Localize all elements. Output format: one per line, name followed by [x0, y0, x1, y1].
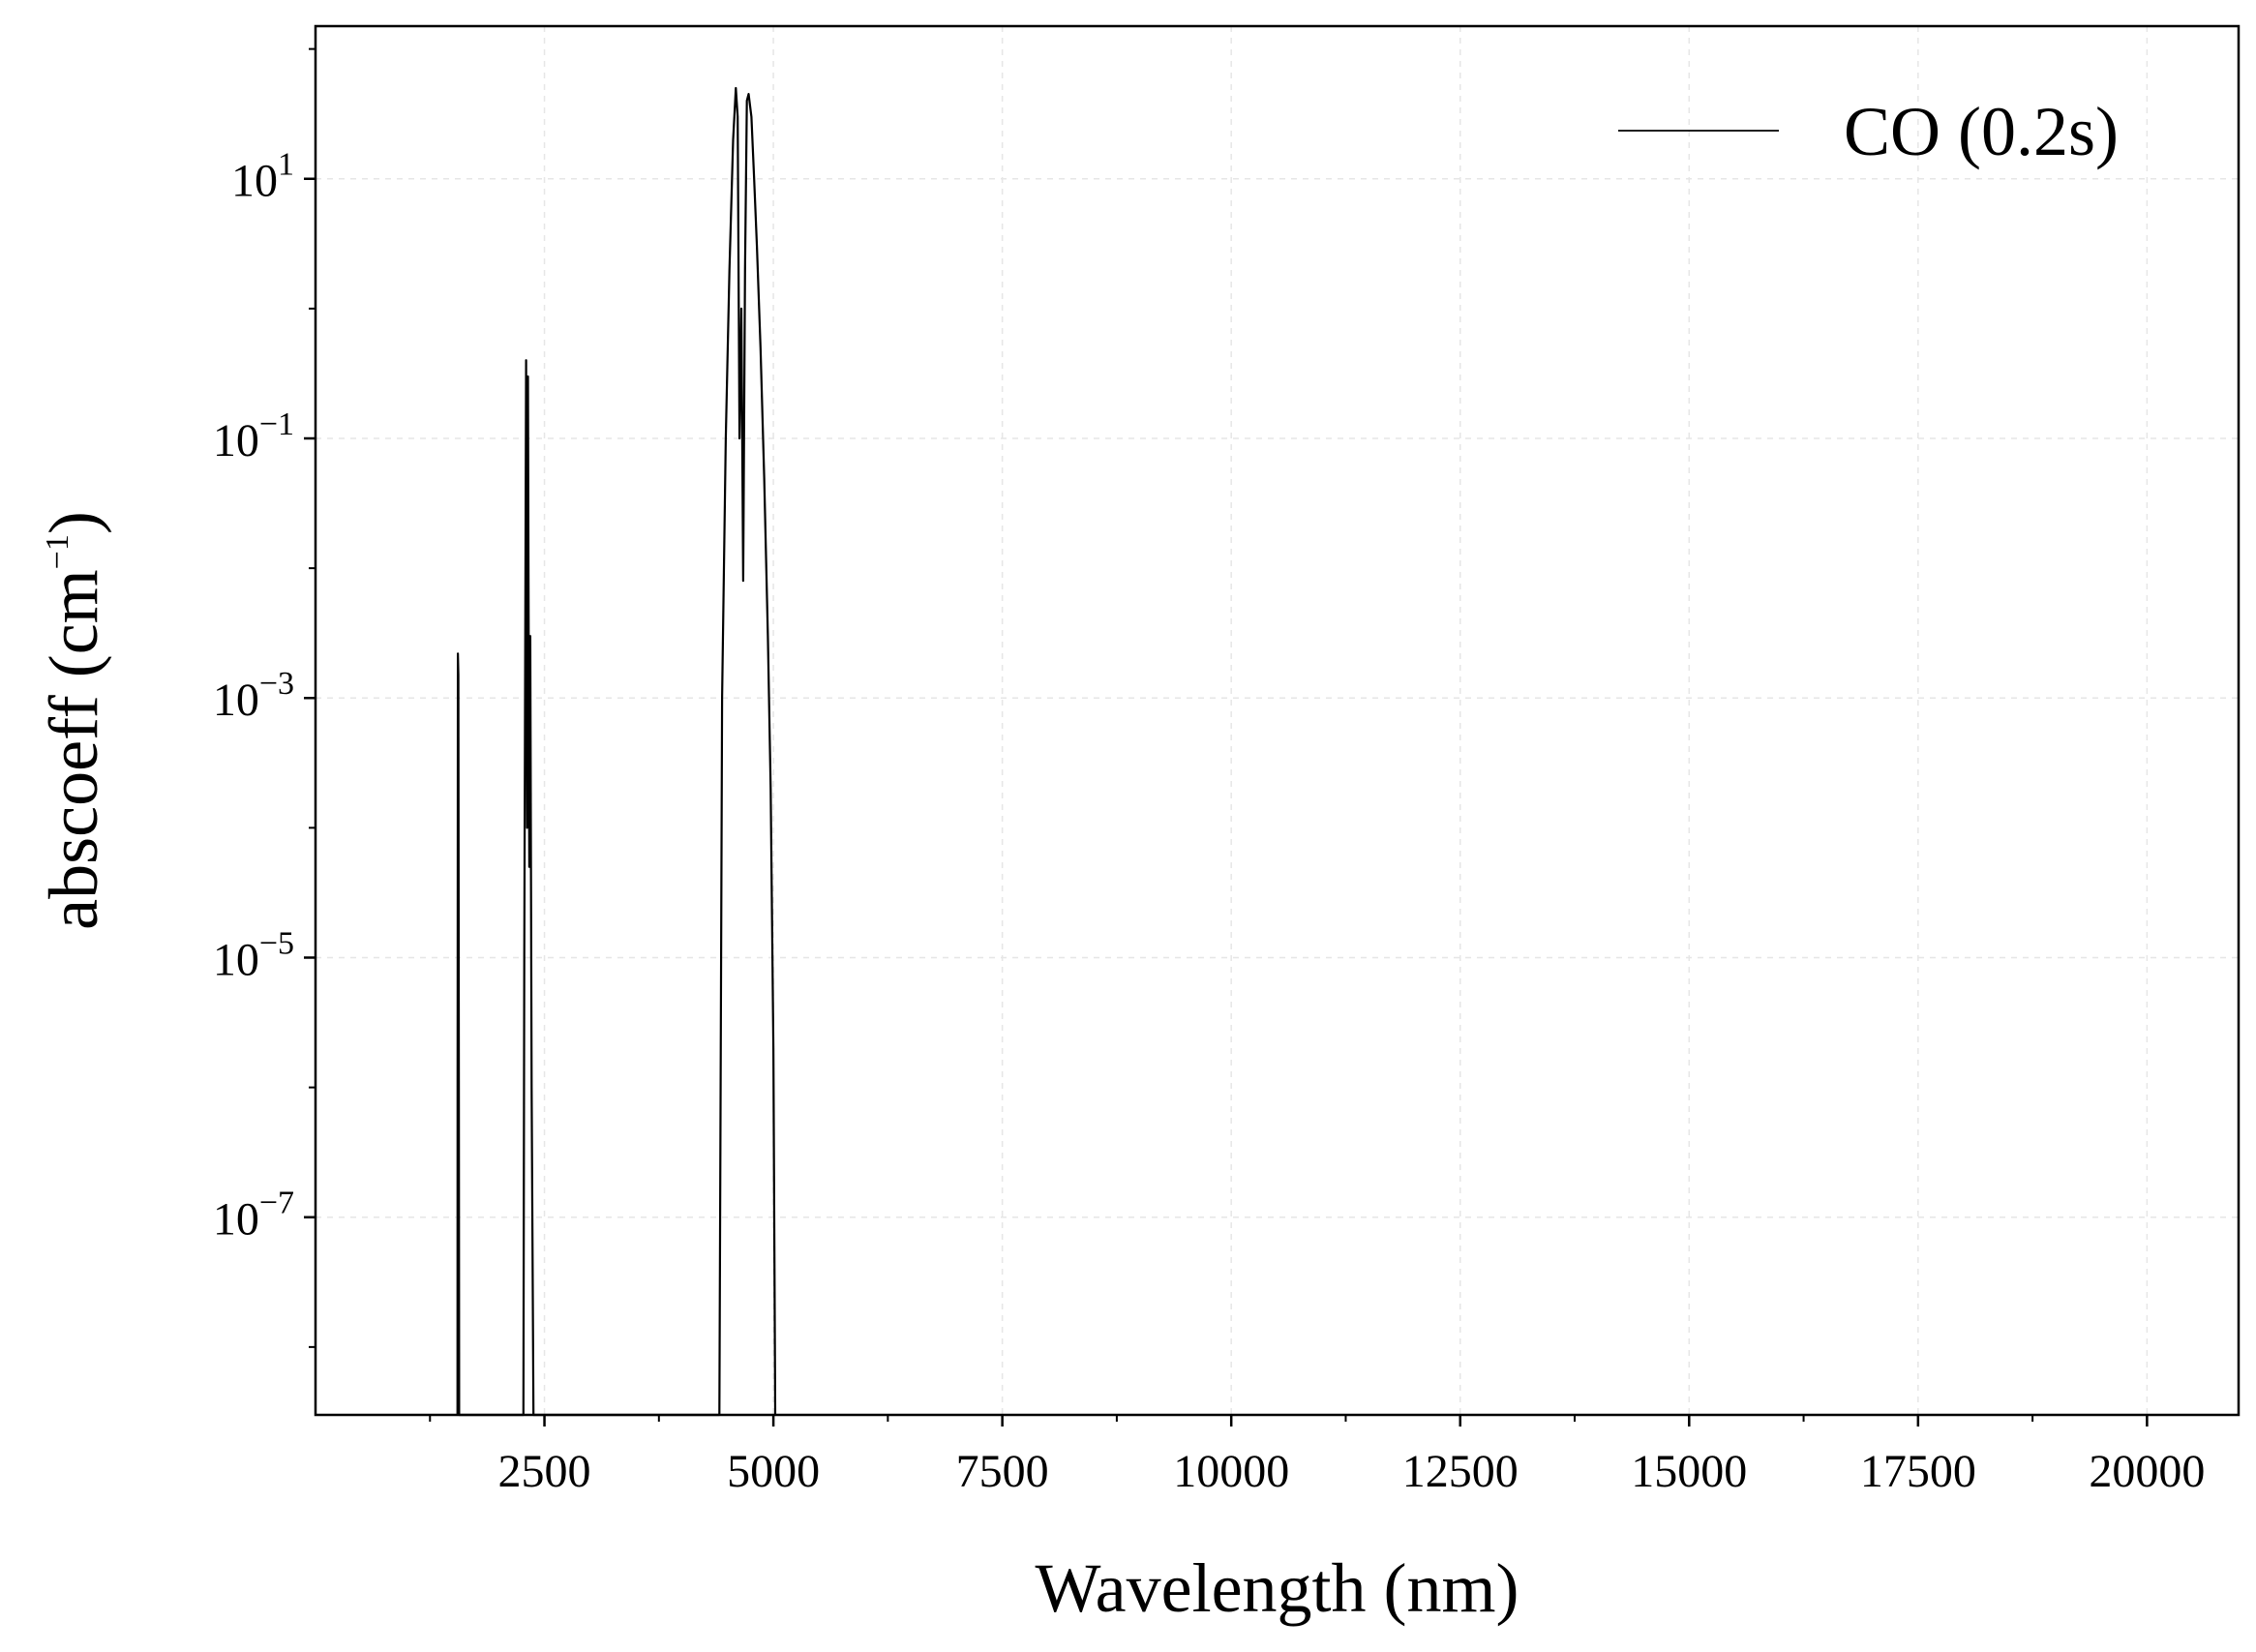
y-tick-label: 10−3 [213, 666, 294, 726]
y-tick-label: 10−7 [213, 1186, 294, 1246]
legend: CO (0.2s) [1618, 93, 2119, 170]
y-axis-title-main: abscoeff (cm [35, 569, 112, 929]
grid-lines [316, 26, 2239, 1415]
y-axis-title-end: ) [35, 511, 112, 534]
y-tick-label: 101 [231, 147, 294, 207]
x-tick-label: 12500 [1402, 1446, 1519, 1497]
y-axis-title: abscoeff (cm−1) [35, 511, 112, 930]
y-axis-title-sup: −1 [40, 534, 75, 569]
series-layer [456, 86, 777, 1417]
x-tick-label: 7500 [956, 1446, 1049, 1497]
y-tick-label: 10−5 [213, 925, 294, 985]
legend-label: CO (0.2s) [1844, 93, 2119, 170]
series-line [456, 86, 777, 1417]
x-tick-label: 5000 [727, 1446, 820, 1497]
x-tick-label: 2500 [498, 1446, 591, 1497]
x-tick-label: 15000 [1631, 1446, 1747, 1497]
y-axis: 101 10−1 10−3 10−5 10−7 [213, 47, 316, 1348]
x-tick-label: 10000 [1173, 1446, 1289, 1497]
x-tick-label: 20000 [2089, 1446, 2205, 1497]
x-axis: 2500 5000 7500 10000 12500 15000 17500 20000 [429, 1415, 2205, 1497]
y-tick-label: 10−1 [213, 406, 294, 466]
plot-frame [314, 24, 2241, 1417]
x-tick-label: 17500 [1860, 1446, 1976, 1497]
x-axis-title: Wavelength (nm) [1035, 1549, 1519, 1627]
